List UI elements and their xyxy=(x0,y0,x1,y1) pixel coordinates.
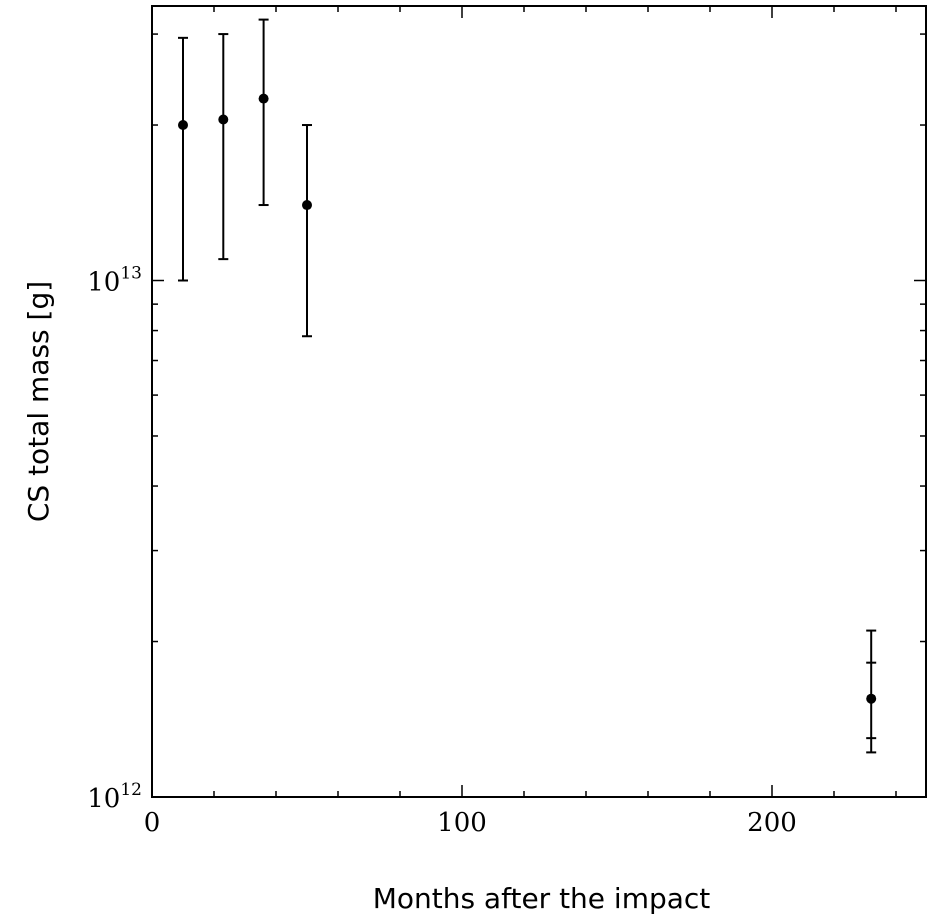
x-tick-label: 0 xyxy=(144,808,161,838)
x-ticks: 0 100 200 xyxy=(144,6,897,838)
data-point xyxy=(302,200,312,211)
y-ticks: 1012 1013 xyxy=(87,33,926,814)
x-tick-label: 100 xyxy=(437,808,487,838)
data-point xyxy=(258,93,269,104)
data-point xyxy=(178,120,188,131)
y-axis-title: CS total mass [g] xyxy=(22,281,55,522)
y-tick-label: 1013 xyxy=(87,264,142,298)
x-tick-label: 200 xyxy=(747,808,797,838)
x-axis-title: Months after the impact xyxy=(373,882,711,915)
data-point xyxy=(218,114,229,125)
plot-frame xyxy=(151,5,927,798)
data-layer xyxy=(178,18,877,754)
y-tick-label: 1012 xyxy=(87,780,142,814)
data-point xyxy=(866,693,877,704)
